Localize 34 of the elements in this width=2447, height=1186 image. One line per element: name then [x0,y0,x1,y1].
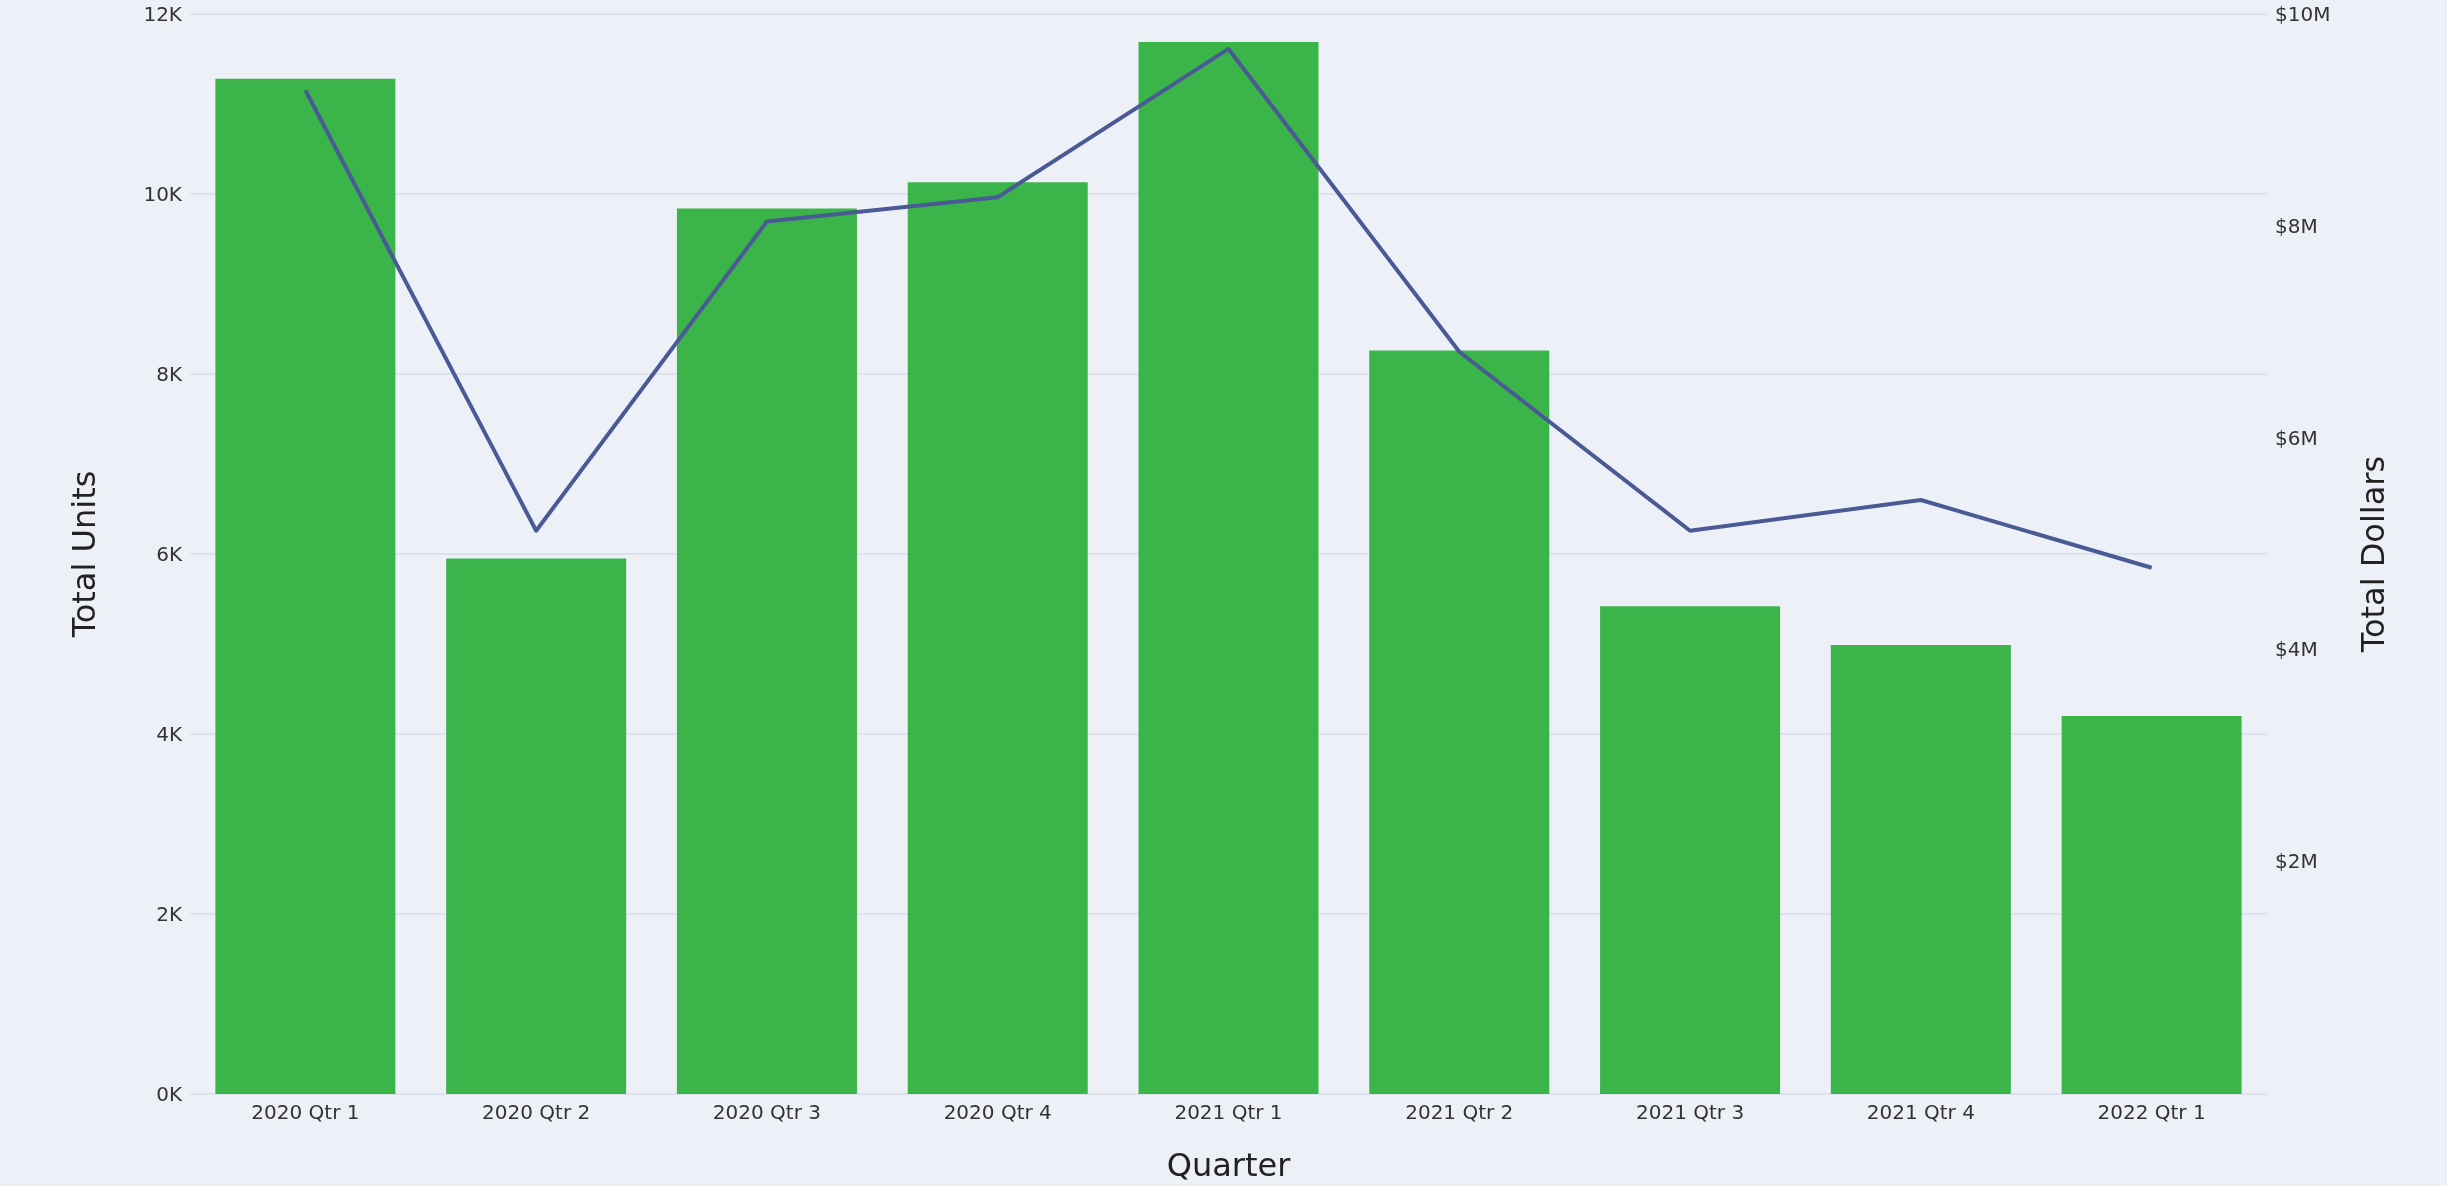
y2-tick-label: $8M [2275,213,2318,238]
bar [907,182,1088,1094]
y-tick-label: 10K [143,182,183,206]
y2-tick-label: $10M [2275,2,2331,26]
x-tick-label: 2022 Qtr 1 [2097,1100,2206,1124]
x-tick-label: 2021 Qtr 1 [1174,1100,1283,1124]
x-tick-label: 2020 Qtr 1 [251,1100,360,1124]
bar [446,558,627,1094]
y2-axis-title: Total Dollars [2354,455,2392,654]
line-series [303,46,2154,570]
x-tick-label: 2021 Qtr 4 [1866,1100,1975,1124]
y-tick-label: 12K [143,2,183,26]
y-tick-label: 2K [156,902,183,926]
bar [1600,606,1781,1094]
y-tick-label: 0K [156,1082,183,1106]
x-tick-label: 2021 Qtr 2 [1405,1100,1514,1124]
y-tick-label: 8K [156,362,183,386]
y2-tick-label: $2M [2275,849,2318,874]
bar [215,78,396,1094]
y-tick-label: 6K [156,542,183,566]
x-tick-label: 2021 Qtr 3 [1635,1100,1745,1124]
bar [676,208,857,1094]
bar [2061,716,2242,1094]
x-tick-label: 2020 Qtr 2 [482,1100,591,1124]
bar [1830,644,2011,1094]
y-axis-title: Total Units [65,470,103,639]
y-tick-label: 4K [156,722,183,746]
x-axis-title: Quarter [1166,1146,1292,1184]
bar [1138,41,1319,1094]
x-tick-label: 2020 Qtr 4 [943,1100,1052,1124]
bar [1369,350,1550,1094]
y2-tick-label: $6M [2275,425,2318,450]
y2-tick-label: $4M [2275,637,2318,662]
x-tick-label: 2020 Qtr 3 [712,1100,822,1124]
